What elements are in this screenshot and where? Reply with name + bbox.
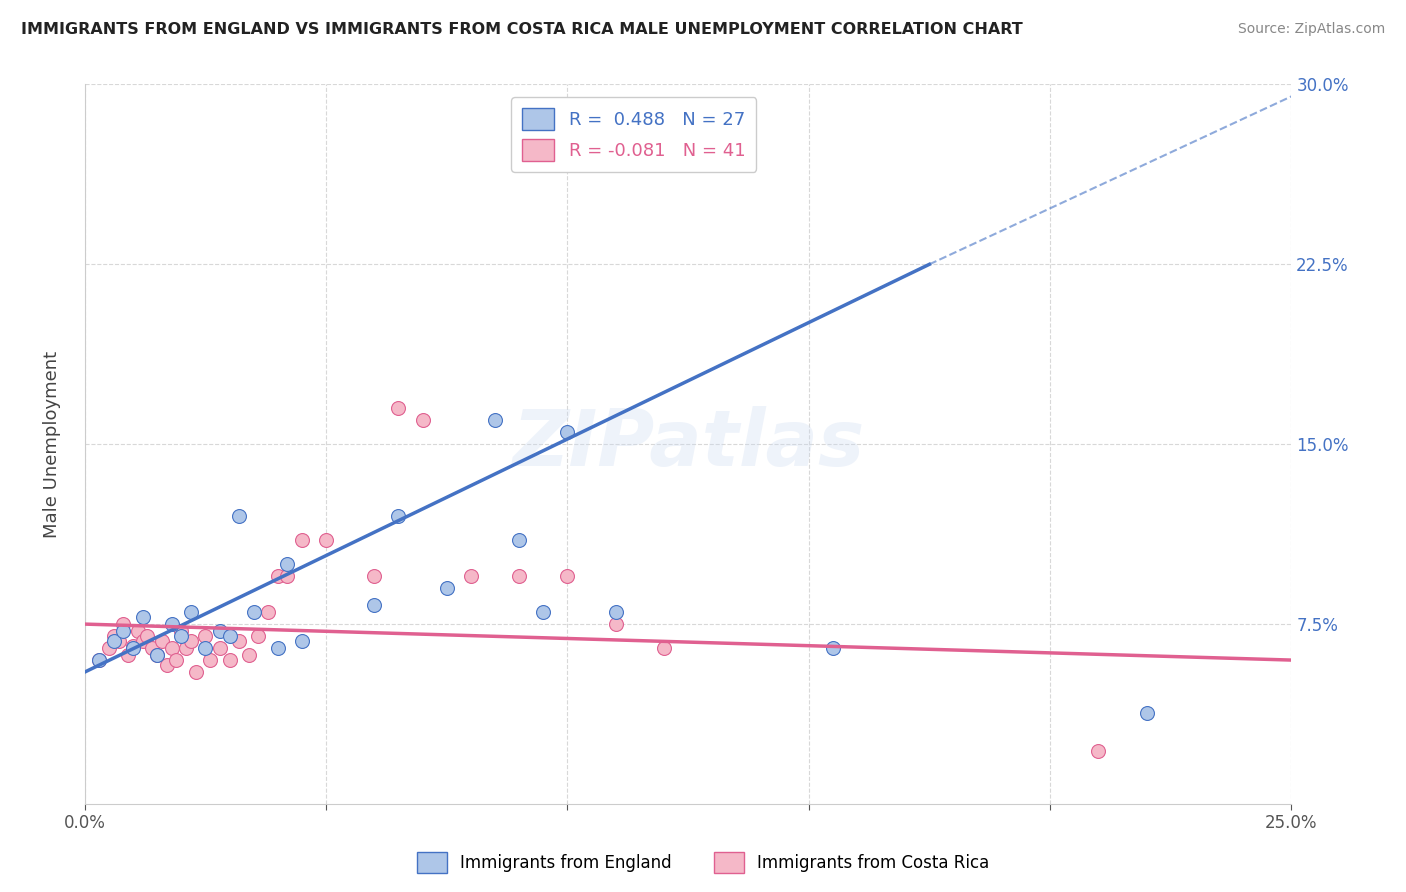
Point bbox=[821, 641, 844, 656]
Point bbox=[150, 633, 173, 648]
Point bbox=[242, 605, 264, 619]
Point bbox=[160, 617, 183, 632]
Point bbox=[412, 413, 434, 427]
Point bbox=[228, 509, 250, 524]
Point bbox=[194, 641, 217, 656]
Point bbox=[146, 648, 169, 663]
Point bbox=[180, 605, 202, 619]
Point bbox=[208, 624, 231, 639]
Point bbox=[89, 653, 111, 667]
Point bbox=[141, 641, 163, 656]
Point bbox=[1087, 744, 1109, 758]
Y-axis label: Male Unemployment: Male Unemployment bbox=[44, 351, 60, 538]
Point bbox=[460, 569, 482, 583]
Point bbox=[1135, 706, 1157, 720]
Legend: Immigrants from England, Immigrants from Costa Rica: Immigrants from England, Immigrants from… bbox=[411, 846, 995, 880]
Point bbox=[103, 629, 125, 643]
Point bbox=[184, 665, 207, 679]
Point bbox=[257, 605, 280, 619]
Point bbox=[605, 605, 627, 619]
Point bbox=[97, 641, 120, 656]
Text: Source: ZipAtlas.com: Source: ZipAtlas.com bbox=[1237, 22, 1385, 37]
Point bbox=[218, 653, 240, 667]
Point bbox=[122, 641, 145, 656]
Point bbox=[363, 569, 385, 583]
Legend: R =  0.488   N = 27, R = -0.081   N = 41: R = 0.488 N = 27, R = -0.081 N = 41 bbox=[512, 97, 756, 172]
Point bbox=[267, 641, 290, 656]
Point bbox=[194, 629, 217, 643]
Point bbox=[605, 617, 627, 632]
Point bbox=[170, 624, 193, 639]
Point bbox=[136, 629, 159, 643]
Point bbox=[127, 624, 149, 639]
Point bbox=[103, 633, 125, 648]
Point bbox=[170, 629, 193, 643]
Point bbox=[387, 509, 409, 524]
Point bbox=[160, 641, 183, 656]
Point bbox=[315, 533, 337, 548]
Point bbox=[156, 657, 179, 672]
Point bbox=[208, 641, 231, 656]
Point bbox=[131, 633, 153, 648]
Point bbox=[131, 610, 153, 624]
Point bbox=[238, 648, 260, 663]
Point bbox=[247, 629, 270, 643]
Point bbox=[180, 633, 202, 648]
Point bbox=[387, 401, 409, 416]
Point bbox=[174, 641, 197, 656]
Point bbox=[218, 629, 240, 643]
Point bbox=[276, 557, 298, 571]
Point bbox=[291, 533, 314, 548]
Point bbox=[436, 581, 458, 595]
Point bbox=[363, 598, 385, 612]
Point bbox=[557, 569, 579, 583]
Point bbox=[117, 648, 139, 663]
Point bbox=[112, 624, 135, 639]
Point bbox=[200, 653, 222, 667]
Point bbox=[508, 533, 530, 548]
Point bbox=[267, 569, 290, 583]
Point bbox=[107, 633, 129, 648]
Point bbox=[122, 639, 145, 653]
Point bbox=[146, 648, 169, 663]
Point bbox=[89, 653, 111, 667]
Point bbox=[508, 569, 530, 583]
Point bbox=[291, 633, 314, 648]
Point bbox=[228, 633, 250, 648]
Point bbox=[165, 653, 187, 667]
Point bbox=[484, 413, 506, 427]
Point bbox=[276, 569, 298, 583]
Text: ZIPatlas: ZIPatlas bbox=[512, 406, 865, 483]
Point bbox=[531, 605, 554, 619]
Point bbox=[652, 641, 675, 656]
Point bbox=[557, 425, 579, 440]
Text: IMMIGRANTS FROM ENGLAND VS IMMIGRANTS FROM COSTA RICA MALE UNEMPLOYMENT CORRELAT: IMMIGRANTS FROM ENGLAND VS IMMIGRANTS FR… bbox=[21, 22, 1022, 37]
Point bbox=[112, 617, 135, 632]
